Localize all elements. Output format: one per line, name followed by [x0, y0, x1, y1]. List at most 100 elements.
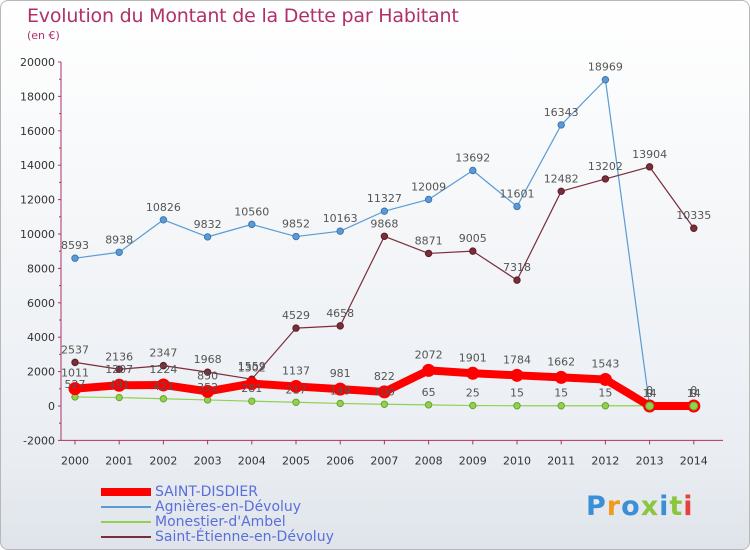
- data-label-saint-etienne: 9868: [370, 217, 398, 230]
- data-label-saint-etienne: 2537: [61, 343, 89, 356]
- data-label-agnieres: 13692: [455, 151, 490, 164]
- data-label-saint-etienne: 9005: [459, 232, 487, 245]
- data-point-agnieres: [203, 233, 212, 241]
- data-label-monestier: 14: [643, 387, 657, 400]
- data-label-monestier: 217: [286, 383, 307, 396]
- x-tick-label: 2000: [61, 454, 89, 467]
- data-point-saint-etienne: [601, 175, 610, 183]
- x-tick-label: 2003: [194, 454, 222, 467]
- data-label-saint-etienne: 10335: [676, 209, 711, 222]
- legend-swatch-saint-etienne: [101, 536, 151, 538]
- data-point-saint-etienne: [690, 224, 698, 232]
- data-point-monestier: [292, 398, 300, 406]
- data-label-agnieres: 16343: [544, 106, 579, 119]
- data-point-saint-etienne: [71, 358, 79, 367]
- data-point-saint-disdier: [112, 378, 126, 392]
- x-tick-label: 2002: [149, 454, 177, 467]
- y-tick-label: 18000: [20, 90, 55, 103]
- data-point-monestier: [424, 401, 433, 409]
- y-tick-label: 20000: [20, 56, 55, 69]
- x-tick-label: 2010: [503, 454, 531, 467]
- data-point-agnieres: [557, 121, 565, 129]
- x-tick-label: 2007: [370, 454, 398, 467]
- legend-label-monestier: Monestier-d'Ambel: [155, 514, 286, 530]
- x-tick-label: 2004: [238, 454, 266, 467]
- y-tick-label: 0: [48, 400, 55, 413]
- data-label-agnieres: 0: [690, 387, 697, 400]
- y-tick-label: 2000: [27, 366, 55, 379]
- logo-letter: r: [606, 491, 622, 522]
- x-tick-label: 2005: [282, 454, 310, 467]
- data-point-saint-etienne: [115, 365, 123, 373]
- data-label-agnieres: 8593: [61, 239, 89, 252]
- data-label-monestier: 421: [153, 380, 174, 393]
- legend-swatch-monestier: [101, 521, 151, 523]
- data-label-monestier: 15: [554, 387, 568, 400]
- data-point-agnieres: [292, 232, 300, 241]
- data-point-inner-saint-disdier: [645, 401, 655, 411]
- proxiti-logo: Proxiti: [586, 491, 694, 522]
- data-label-agnieres: 8938: [105, 233, 133, 246]
- data-label-agnieres: 10163: [323, 212, 358, 225]
- data-label-saint-etienne: 8871: [415, 234, 443, 247]
- data-label-saint-disdier: 1302: [238, 362, 266, 375]
- data-point-saint-disdier: [377, 385, 391, 399]
- data-point-saint-disdier: [289, 379, 303, 393]
- logo-letter: i: [659, 491, 670, 522]
- data-point-monestier: [115, 393, 123, 402]
- data-point-saint-etienne: [380, 232, 389, 240]
- y-tick-label: 8000: [27, 262, 55, 275]
- legend-label-agnieres: Agnières-en-Dévoluy: [155, 499, 302, 515]
- data-point-saint-etienne: [424, 249, 433, 258]
- y-tick-label: 16000: [20, 125, 55, 138]
- y-tick-label: 10000: [20, 228, 55, 241]
- legend-label-saint-etienne: Saint-Étienne-en-Dévoluy: [155, 529, 334, 545]
- legend-swatch-saint-disdier: [101, 488, 151, 496]
- chart-unit-label: (en €): [27, 29, 60, 42]
- data-label-saint-disdier: 981: [330, 367, 351, 380]
- y-tick-label: 4000: [27, 331, 55, 344]
- data-label-saint-etienne: 13202: [588, 160, 623, 173]
- data-point-agnieres: [424, 195, 433, 204]
- data-point-saint-etienne: [336, 322, 344, 330]
- data-label-agnieres: 10826: [146, 201, 181, 214]
- data-label-monestier: 15: [598, 387, 612, 400]
- logo-letter: i: [683, 491, 694, 522]
- data-label-monestier: 281: [241, 382, 262, 395]
- x-tick-label: 2001: [105, 454, 133, 467]
- x-tick-label: 2008: [415, 454, 443, 467]
- data-label-saint-disdier: 1543: [591, 357, 619, 370]
- data-label-saint-etienne: 7318: [503, 261, 531, 274]
- legend-label-saint-disdier: SAINT-DISDIER: [155, 484, 258, 500]
- data-point-monestier: [380, 400, 389, 408]
- data-label-agnieres: 12009: [411, 180, 446, 193]
- data-point-agnieres: [71, 254, 79, 262]
- data-label-monestier: 352: [197, 381, 218, 394]
- data-point-saint-disdier: [554, 370, 568, 384]
- y-tick-label: -2000: [23, 434, 55, 447]
- x-tick-label: 2012: [591, 454, 619, 467]
- x-tick-label: 2013: [636, 454, 664, 467]
- data-label-monestier: 15: [510, 387, 524, 400]
- data-label-saint-disdier: 0: [646, 384, 653, 397]
- chart-title: Evolution du Montant de la Dette par Hab…: [27, 5, 459, 27]
- data-label-agnieres: 11327: [367, 192, 402, 205]
- data-point-saint-etienne: [292, 324, 300, 332]
- data-label-agnieres: 10560: [234, 205, 269, 218]
- data-point-saint-disdier: [245, 377, 259, 391]
- data-point-saint-disdier: [510, 368, 524, 382]
- data-label-agnieres: 9852: [282, 218, 310, 231]
- data-point-saint-etienne: [513, 276, 521, 284]
- data-label-saint-disdier: 1011: [61, 367, 89, 380]
- data-label-saint-disdier: 1662: [547, 355, 575, 368]
- data-point-saint-disdier: [156, 378, 170, 392]
- data-label-saint-disdier: 822: [374, 370, 395, 383]
- data-label-saint-etienne: 2347: [149, 347, 177, 360]
- data-label-agnieres: 18969: [588, 61, 623, 74]
- logo-letter: t: [669, 491, 684, 522]
- data-label-monestier: 491: [109, 379, 130, 392]
- data-label-agnieres: 9832: [194, 218, 222, 231]
- data-point-saint-etienne: [557, 187, 565, 196]
- data-label-monestier: 149: [330, 384, 351, 397]
